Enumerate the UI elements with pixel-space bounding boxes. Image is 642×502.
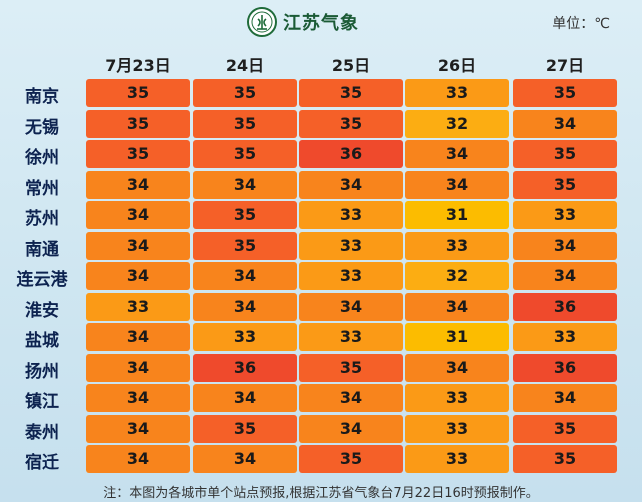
row-header-6: 连云港 xyxy=(16,270,68,290)
temperature-cell: 33 xyxy=(513,201,617,229)
temperature-cell: 34 xyxy=(405,140,509,168)
temperature-cell: 35 xyxy=(513,414,617,443)
temperature-cell: 35 xyxy=(193,201,297,229)
temperature-cell: 34 xyxy=(513,231,617,260)
temperature-cell: 34 xyxy=(193,262,297,290)
temperature-cell: 36 xyxy=(513,292,617,321)
temperature-cell: 33 xyxy=(299,231,403,260)
row-header-10: 镇江 xyxy=(25,392,59,412)
temperature-cell: 33 xyxy=(299,201,403,229)
row-header-9: 扬州 xyxy=(25,361,59,382)
temperature-cell: 34 xyxy=(86,323,190,351)
row-header-2: 徐州 xyxy=(25,148,59,168)
temperature-cell: 35 xyxy=(193,414,297,443)
temperature-cell: 34 xyxy=(86,384,190,412)
temperature-cell: 34 xyxy=(193,292,297,321)
temperature-cell: 34 xyxy=(193,170,297,199)
temperature-cell: 35 xyxy=(513,445,617,473)
temperature-cell: 34 xyxy=(405,353,509,382)
footer-note: 注：本图为各城市单个站点预报,根据江苏省气象台7月22日16时预报制作。 xyxy=(103,486,539,501)
row-header-11: 泰州 xyxy=(25,422,59,443)
temperature-cell: 33 xyxy=(299,262,403,290)
temperature-cell: 34 xyxy=(86,262,190,290)
temperature-cell: 32 xyxy=(405,262,509,290)
temperature-cell: 31 xyxy=(405,201,509,229)
temperature-cell: 34 xyxy=(405,292,509,321)
temperature-cell: 34 xyxy=(513,109,617,138)
temperature-cell: 35 xyxy=(86,109,190,138)
temperature-cell: 35 xyxy=(513,170,617,199)
temperature-cell: 34 xyxy=(299,384,403,412)
temperature-cell: 33 xyxy=(405,231,509,260)
temperature-cell: 34 xyxy=(405,170,509,199)
temperature-cell: 33 xyxy=(513,323,617,351)
temperature-cell: 34 xyxy=(86,170,190,199)
temperature-cell: 33 xyxy=(405,384,509,412)
temperature-cell: 34 xyxy=(86,231,190,260)
row-header-12: 宿迁 xyxy=(25,453,59,473)
temperature-cell: 33 xyxy=(299,323,403,351)
temperature-cell: 33 xyxy=(405,414,509,443)
temperature-cell: 33 xyxy=(405,445,509,473)
column-header-2: 25日 xyxy=(331,56,371,75)
column-header-1: 24日 xyxy=(225,56,265,75)
temperature-cell: 34 xyxy=(513,262,617,290)
temperature-cell: 34 xyxy=(86,445,190,473)
temperature-cell: 36 xyxy=(513,353,617,382)
temperature-cell: 35 xyxy=(299,445,403,473)
row-header-3: 常州 xyxy=(25,178,59,199)
temperature-cell: 34 xyxy=(193,445,297,473)
temperature-cell: 35 xyxy=(513,79,617,107)
temperature-cell: 35 xyxy=(86,79,190,107)
temperature-cell: 34 xyxy=(86,353,190,382)
temperature-cell: 35 xyxy=(193,79,297,107)
row-header-0: 南京 xyxy=(25,87,59,107)
temperature-cell: 35 xyxy=(299,353,403,382)
header: 江苏气象 单位：℃ xyxy=(0,0,642,44)
temperature-cell: 33 xyxy=(193,323,297,351)
temperature-cell: 34 xyxy=(193,384,297,412)
temperature-cell: 35 xyxy=(193,140,297,168)
brand-title: 江苏气象 xyxy=(283,13,359,34)
row-header-4: 苏州 xyxy=(25,209,59,229)
row-header-5: 南通 xyxy=(25,239,59,260)
temperature-cell: 34 xyxy=(299,292,403,321)
temperature-cell: 34 xyxy=(86,414,190,443)
temperature-cell: 35 xyxy=(86,140,190,168)
row-header-7: 淮安 xyxy=(25,300,59,321)
column-header-3: 26日 xyxy=(437,56,477,75)
temperature-cell: 36 xyxy=(299,140,403,168)
temperature-cell: 34 xyxy=(299,170,403,199)
temperature-cell: 35 xyxy=(193,231,297,260)
row-header-1: 无锡 xyxy=(25,117,59,138)
row-header-8: 盐城 xyxy=(25,331,59,351)
temperature-cell: 35 xyxy=(193,109,297,138)
temperature-cell: 33 xyxy=(86,292,190,321)
temperature-cell: 31 xyxy=(405,323,509,351)
temperature-cell: 35 xyxy=(513,140,617,168)
temperature-cell: 34 xyxy=(86,201,190,229)
temperature-cell: 36 xyxy=(193,353,297,382)
column-header-0: 7月23日 xyxy=(105,56,171,75)
column-header-4: 27日 xyxy=(545,56,585,75)
temperature-cell: 32 xyxy=(405,109,509,138)
jiangsu-meteorology-logo-icon xyxy=(247,7,277,37)
temperature-cell: 33 xyxy=(405,79,509,107)
temperature-cell: 34 xyxy=(513,384,617,412)
temperature-cell: 34 xyxy=(299,414,403,443)
temperature-cell: 35 xyxy=(299,109,403,138)
unit-label: 单位：℃ xyxy=(552,16,610,32)
temperature-cell: 35 xyxy=(299,79,403,107)
